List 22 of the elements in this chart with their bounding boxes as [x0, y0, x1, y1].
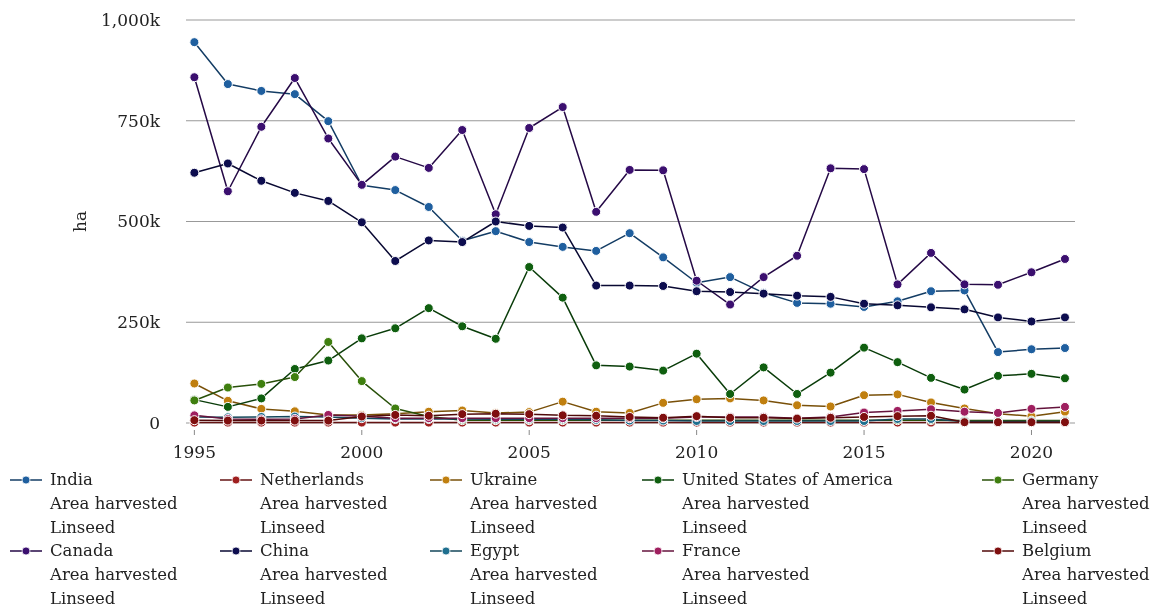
y-tick-label: 250k: [117, 312, 161, 333]
legend-label: Germany Area harvested Linseed: [1021, 470, 1150, 537]
legend-label: Belgium Area harvested Linseed: [1021, 541, 1150, 608]
x-tick-label: 1995: [172, 442, 216, 462]
x-tick-label: 2015: [842, 442, 886, 462]
y-tick-label: 1,000k: [101, 9, 161, 30]
legend-label: Ukraine Area harvested Linseed: [469, 470, 598, 537]
legend-label: United States of America Area harvested Linseed: [681, 470, 893, 537]
x-tick-label: 2005: [507, 442, 551, 462]
y-tick-label: 500k: [117, 211, 161, 232]
y-tick-label: 0: [149, 412, 160, 433]
legend-label: Egypt Area harvested Linseed: [469, 541, 598, 608]
legend-label: Netherlands Area harvested Linseed: [259, 470, 388, 537]
x-tick-label: 2000: [340, 442, 384, 462]
x-tick-label: 2010: [675, 442, 719, 462]
legend-label: Canada Area harvested Linseed: [49, 541, 178, 608]
legend-label: France Area harvested Linseed: [681, 541, 810, 608]
legend-label: India Area harvested Linseed: [49, 470, 178, 537]
y-axis-title: ha: [70, 210, 90, 233]
legend-label: China Area harvested Linseed: [259, 541, 388, 608]
x-tick-label: 2020: [1009, 442, 1054, 462]
y-tick-label: 750k: [117, 110, 161, 131]
